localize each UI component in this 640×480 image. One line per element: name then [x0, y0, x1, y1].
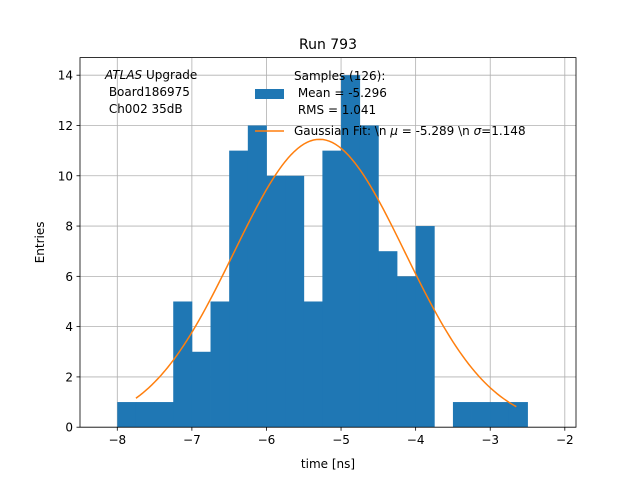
- histogram-bar: [154, 402, 174, 428]
- annotation-upgrade: Upgrade: [142, 68, 197, 82]
- histogram-bar: [490, 402, 510, 428]
- atlas-annotation: ATLAS Upgrade Board186975 Ch002 35dB: [104, 68, 197, 116]
- y-tick-label: 6: [65, 270, 73, 284]
- x-axis-label: time [ns]: [301, 457, 355, 471]
- y-axis-label: Entries: [33, 222, 47, 264]
- chart-title: Run 793: [299, 37, 357, 53]
- histogram-bar: [173, 301, 193, 428]
- legend: Samples (126): Mean = -5.296 RMS = 1.041…: [255, 69, 526, 138]
- histogram-bar: [452, 402, 472, 428]
- x-tick-label: −5: [332, 433, 350, 447]
- histogram-bar: [471, 402, 491, 428]
- histogram-bar: [210, 301, 230, 428]
- legend-hist-line-3: RMS = 1.041: [294, 103, 376, 117]
- annotation-atlas: ATLAS: [104, 68, 143, 82]
- y-tick-label: 0: [65, 421, 73, 435]
- legend-hist-line-1: Samples (126):: [294, 69, 385, 83]
- legend-fit-suffix: =1.148: [481, 124, 525, 138]
- histogram-bar: [359, 125, 379, 428]
- histogram-bar: [266, 175, 286, 428]
- x-tick-label: −3: [481, 433, 499, 447]
- gaussian-fit: [135, 138, 517, 408]
- legend-hist-swatch: [255, 89, 284, 99]
- annotation-board: Board186975: [105, 85, 190, 99]
- annotation-channel: Ch002 35dB: [105, 102, 183, 116]
- legend-fit-middle: = -5.289 \n: [398, 124, 474, 138]
- x-tick-label: −6: [258, 433, 276, 447]
- histogram-bar: [378, 251, 398, 428]
- axis-ticks: −8 −7 −6 −5 −4 −3 −2 0 2 4 6 8 10 12 14: [58, 69, 574, 448]
- histogram-bar: [396, 276, 417, 428]
- histogram-bar: [191, 351, 211, 428]
- plot-frame: [79, 57, 577, 428]
- annotation-line-1: ATLAS Upgrade: [104, 68, 197, 82]
- y-tick-label: 14: [58, 69, 73, 83]
- histogram-bar: [247, 125, 267, 428]
- histogram-bar: [303, 301, 323, 428]
- x-tick-label: −7: [183, 433, 201, 447]
- histogram-bar: [285, 175, 305, 428]
- x-tick-label: −4: [407, 433, 425, 447]
- x-tick-label: −2: [556, 433, 574, 447]
- y-tick-label: 4: [65, 320, 73, 334]
- y-tick-label: 12: [58, 119, 73, 133]
- legend-fit-mu: μ: [389, 124, 398, 138]
- histogram-bar: [229, 150, 249, 428]
- histogram-bar: [508, 402, 528, 428]
- y-tick-label: 10: [58, 169, 73, 183]
- gaussian-fit-line: [135, 138, 517, 408]
- legend-fit-sigma: σ: [474, 124, 482, 138]
- histogram-bar: [322, 150, 342, 428]
- histogram-bar: [415, 226, 435, 428]
- histogram-bar: [135, 402, 155, 428]
- legend-fit-label: Gaussian Fit: \n μ = -5.289 \n σ=1.148: [294, 124, 526, 138]
- y-tick-label: 2: [65, 370, 73, 384]
- x-tick-label: −8: [108, 433, 126, 447]
- legend-fit-prefix: Gaussian Fit: \n: [294, 124, 390, 138]
- legend-hist-line-2: Mean = -5.296: [294, 86, 387, 100]
- y-tick-label: 8: [65, 220, 73, 234]
- histogram-bar: [117, 402, 137, 428]
